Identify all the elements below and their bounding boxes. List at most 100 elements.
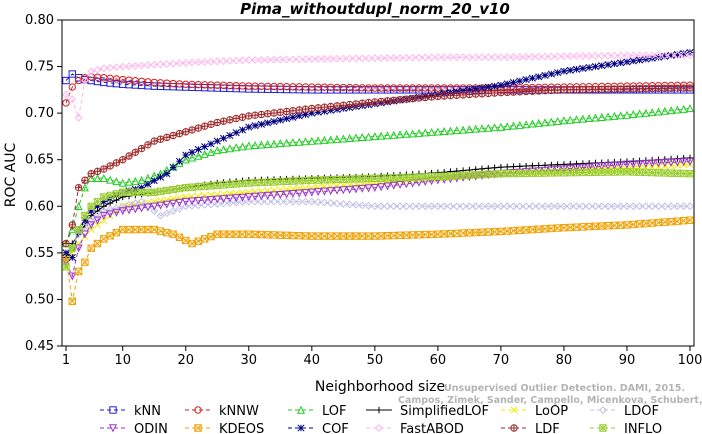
point-ldof [339, 200, 348, 208]
point-ldf [679, 84, 688, 92]
point-odin [93, 216, 102, 225]
point-kdeos [207, 232, 215, 241]
point-ldof [383, 202, 392, 211]
point-lof [616, 111, 625, 120]
point-fastabod [358, 54, 367, 63]
point-kdeos [686, 216, 694, 224]
point-lof [585, 114, 594, 123]
point-odin [339, 186, 348, 195]
point-ldf [648, 84, 656, 93]
point-odin [629, 160, 638, 169]
point-inflo [648, 168, 656, 177]
point-inflo [182, 183, 190, 192]
point-cof [661, 52, 669, 60]
point-odin [232, 194, 241, 203]
point-inflo [62, 263, 70, 271]
point-kdeos [163, 228, 171, 237]
point-odin [370, 183, 379, 192]
point-loop [295, 185, 303, 193]
y-tick-label: 0.70 [25, 106, 54, 121]
point-loop [93, 221, 102, 229]
point-ldf [604, 85, 612, 93]
point-inflo [301, 176, 310, 185]
legend-label-kdeos: KDEOS [219, 422, 264, 434]
point-kdeos [74, 267, 83, 276]
point-loop [226, 190, 234, 198]
y-tick-label: 0.45 [25, 339, 54, 354]
point-knn [68, 70, 77, 78]
point-ldof [648, 202, 657, 211]
point-fastabod [686, 51, 694, 60]
point-lof [232, 143, 241, 152]
point-ldf [408, 94, 417, 103]
point-inflo [471, 171, 480, 179]
point-ldf [661, 84, 669, 92]
point-ldf [427, 93, 436, 101]
point-lof [654, 107, 663, 116]
point-odin [112, 208, 121, 217]
point-cof [654, 53, 663, 61]
point-odin [87, 221, 96, 230]
point-cof [68, 253, 76, 262]
point-fastabod [509, 53, 518, 61]
point-ldf [390, 96, 398, 104]
point-ldof [572, 202, 581, 211]
point-odin [68, 272, 77, 281]
point-ldf [484, 89, 493, 98]
point-cof [591, 63, 600, 71]
point-ldf [522, 87, 530, 96]
point-fastabod [213, 57, 222, 66]
point-odin [648, 159, 657, 168]
point-kdeos [251, 230, 259, 239]
point-fastabod [251, 56, 259, 64]
point-ldf [93, 167, 102, 176]
point-ldf [598, 85, 606, 93]
plot-border [61, 19, 695, 347]
point-ldof [654, 202, 663, 211]
point-fastabod [81, 76, 89, 85]
point-ldof [333, 199, 341, 208]
x-axis-label: Neighborhood size [315, 379, 445, 395]
point-odin [396, 180, 405, 189]
point-inflo [175, 184, 184, 193]
point-ldf [194, 124, 203, 132]
point-kdeos [314, 232, 322, 240]
legend-marker-knn [109, 406, 117, 414]
point-fastabod [534, 52, 543, 61]
point-inflo [679, 169, 688, 178]
point-ldf [62, 239, 70, 248]
point-ldof [560, 202, 568, 211]
point-odin [288, 190, 297, 199]
point-lof [635, 109, 644, 118]
point-ldof [169, 207, 178, 215]
legend-item-cof: COF [288, 422, 349, 434]
point-ldf [282, 107, 291, 116]
point-ldof [213, 200, 222, 208]
point-lof [471, 124, 480, 133]
legend-item-odin: ODIN [100, 422, 168, 434]
point-ldf [377, 97, 385, 106]
point-fastabod [200, 58, 209, 66]
point-ldof [641, 202, 650, 211]
point-kdeos [200, 235, 209, 243]
point-fastabod [87, 67, 96, 76]
point-inflo [686, 169, 694, 178]
point-cof [169, 163, 177, 172]
point-ldf [251, 111, 259, 119]
point-fastabod [560, 52, 568, 61]
point-odin [238, 193, 247, 202]
point-ldf [238, 113, 247, 121]
point-lof [106, 175, 115, 184]
legend-marker-loop [510, 406, 518, 414]
point-lof [383, 131, 392, 140]
point-lof [484, 123, 493, 132]
point-ldof [534, 202, 543, 211]
point-ldof [396, 202, 404, 211]
point-cof [251, 122, 259, 130]
point-ldf [642, 85, 650, 93]
point-lof [515, 120, 524, 129]
point-inflo [106, 191, 114, 200]
y-tick-label: 0.50 [25, 292, 54, 307]
point-odin [572, 164, 581, 173]
